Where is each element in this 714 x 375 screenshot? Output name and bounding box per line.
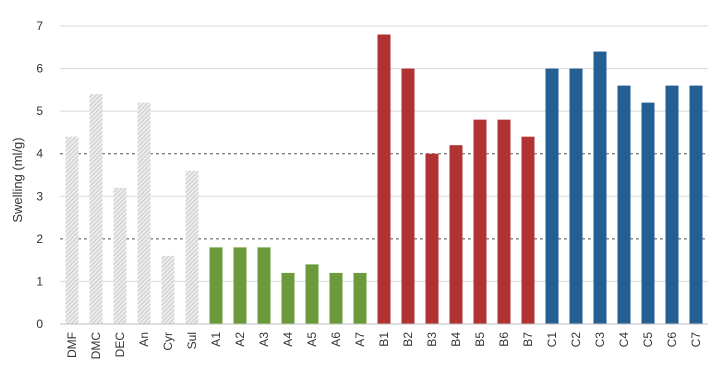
axes: 0 1 2 3 4 5 6 7 DMF DMC DEC An Cyr Sul A1 A2 A3 A4 A5 A6 A7 B… <box>36 19 708 359</box>
y-tick-label: 5 <box>36 104 43 118</box>
bar-dmc <box>89 94 103 324</box>
bar-b1 <box>377 34 391 325</box>
x-tick-label: C1 <box>545 332 559 348</box>
y-tick-label: 2 <box>36 232 43 246</box>
y-axis-title: Swelling (ml/g) <box>10 137 25 222</box>
bar-b7 <box>521 136 535 324</box>
x-tick-label: DMF <box>65 332 79 358</box>
bar-an <box>137 102 151 324</box>
x-tick-label: B5 <box>473 332 487 347</box>
x-tick-label: B7 <box>521 332 535 347</box>
y-tick-label: 1 <box>36 274 43 288</box>
bar-a2 <box>233 247 247 324</box>
bar-a6 <box>329 272 343 324</box>
x-tick-label: A6 <box>329 332 343 347</box>
x-tick-label: DMC <box>89 332 103 360</box>
x-tick-label: Cyr <box>161 332 175 351</box>
y-tick-label: 7 <box>36 19 43 33</box>
bar-a1 <box>209 247 223 324</box>
bar-c4 <box>617 85 631 324</box>
bar-c3 <box>593 51 607 325</box>
x-tick-label: C2 <box>569 332 583 348</box>
x-tick-label: C6 <box>665 332 679 348</box>
bar-a7 <box>353 272 367 324</box>
x-tick-label: C5 <box>641 332 655 348</box>
x-tick-label: Sul <box>185 332 199 349</box>
x-tick-label: A3 <box>257 332 271 347</box>
x-tick-label: C4 <box>617 332 631 348</box>
x-tick-label: DEC <box>113 332 127 358</box>
x-tick-label: C7 <box>689 332 703 348</box>
bar-a5 <box>305 264 319 324</box>
x-tick-label: B1 <box>377 332 391 347</box>
y-tick-label: 6 <box>36 62 43 76</box>
bar-c5 <box>641 102 655 324</box>
bar-c6 <box>665 85 679 324</box>
x-tick-label: A1 <box>209 332 223 347</box>
y-tick-label: 4 <box>36 147 43 161</box>
bar-b5 <box>473 119 487 325</box>
x-tick-label: B6 <box>497 332 511 347</box>
bar-dec <box>113 187 127 324</box>
bar-dmf <box>65 136 79 324</box>
x-tick-label: An <box>137 332 151 347</box>
x-tick-label: C3 <box>593 332 607 348</box>
bar-a4 <box>281 272 295 324</box>
x-tick-label: B4 <box>449 332 463 347</box>
x-tick-label: A2 <box>233 332 247 347</box>
bar-b2 <box>401 68 415 324</box>
x-tick-label: B3 <box>425 332 439 347</box>
x-tick-label: A4 <box>281 332 295 347</box>
bar-c2 <box>569 68 583 324</box>
bar-c1 <box>545 68 559 324</box>
y-tick-label: 3 <box>36 189 43 203</box>
bar-b4 <box>449 145 463 324</box>
x-tick-label: A5 <box>305 332 319 347</box>
y-tick-label: 0 <box>36 317 43 331</box>
bar-c7 <box>689 85 703 324</box>
x-tick-label: B2 <box>401 332 415 347</box>
bar-a3 <box>257 247 271 324</box>
bars <box>65 34 703 325</box>
bar-b6 <box>497 119 511 325</box>
x-tick-label: A7 <box>353 332 367 347</box>
bar-sul <box>185 170 199 324</box>
bar-b3 <box>425 153 439 324</box>
bar-cyr <box>161 255 175 324</box>
